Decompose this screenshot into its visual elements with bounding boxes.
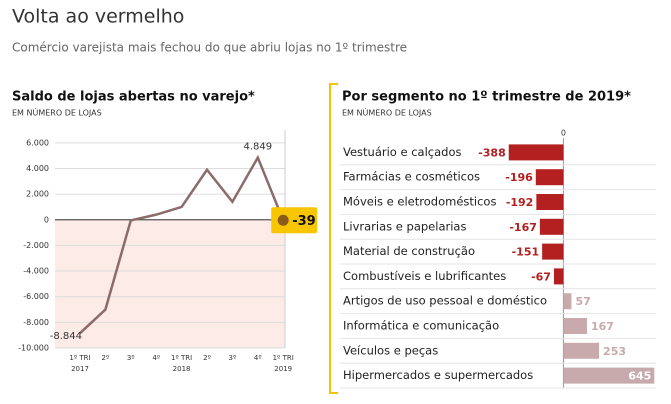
category-label: Veículos e peças bbox=[343, 343, 438, 357]
line-title: Saldo de lojas abertas no varejo* bbox=[12, 90, 255, 105]
bar bbox=[542, 243, 564, 260]
x-tick-label: 3º bbox=[127, 354, 135, 362]
bar-title: Por segmento no 1º trimestre de 2019* bbox=[342, 90, 631, 105]
category-label: Hipermercados e supermercados bbox=[343, 368, 533, 382]
value-label: 57 bbox=[575, 295, 590, 308]
y-tick-label: -8.000 bbox=[23, 318, 49, 327]
x-tick-label: 1º TRI 2019 bbox=[273, 354, 294, 373]
category-label: Farmácias e cosméticos bbox=[343, 170, 480, 184]
bar bbox=[508, 144, 564, 161]
y-tick-label: -6.000 bbox=[23, 292, 49, 301]
series-line bbox=[79, 154, 285, 335]
value-label: -388 bbox=[478, 146, 506, 159]
page-title: Volta ao vermelho bbox=[12, 6, 184, 28]
category-label: Móveis e eletrodomésticos bbox=[343, 195, 496, 209]
bar bbox=[553, 268, 564, 285]
value-label: -8.844 bbox=[50, 331, 82, 342]
x-tick-label: 4º bbox=[254, 354, 262, 362]
highlight-point bbox=[277, 214, 289, 226]
value-label: 253 bbox=[603, 345, 626, 358]
x-tick-label: 4º bbox=[152, 354, 160, 362]
value-label: -196 bbox=[505, 171, 533, 184]
line-subtitle: EM NÚMERO DE LOJAS bbox=[12, 107, 102, 118]
category-label: Livrarias e papelarias bbox=[343, 219, 466, 233]
bar bbox=[563, 293, 572, 310]
bars bbox=[508, 144, 655, 384]
x-tick-label: 2º bbox=[102, 354, 110, 362]
value-label: 645 bbox=[628, 370, 651, 383]
value-label: -151 bbox=[512, 246, 540, 259]
y-tick-label: 4.000 bbox=[26, 164, 49, 173]
value-label: -167 bbox=[509, 221, 537, 234]
bar bbox=[539, 218, 564, 235]
y-tick-label: -4.000 bbox=[23, 267, 49, 276]
page-subtitle: Comércio varejista mais fechou do que ab… bbox=[12, 41, 407, 55]
y-tick-label: -2.000 bbox=[23, 241, 49, 250]
value-label: 4.849 bbox=[243, 142, 272, 153]
bar bbox=[563, 367, 655, 384]
value-label: -67 bbox=[531, 270, 551, 283]
bar bbox=[536, 194, 564, 210]
x-tick-label: 0 bbox=[561, 129, 566, 138]
category-label: Combustíveis e lubrificantes bbox=[343, 269, 506, 283]
value-label: 167 bbox=[591, 320, 614, 333]
category-label: Artigos de uso pessoal e doméstico bbox=[343, 294, 547, 308]
value-label: -192 bbox=[506, 196, 534, 209]
x-tick-label: 2º bbox=[203, 354, 211, 362]
bar bbox=[535, 169, 564, 186]
negative-area bbox=[55, 219, 285, 348]
highlight-box bbox=[271, 207, 318, 234]
x-tick-label: 1º TRI 2018 bbox=[171, 354, 192, 373]
y-tick-label: 0 bbox=[44, 215, 49, 224]
x-tick-label: 3º bbox=[229, 354, 237, 362]
category-label: Vestuário e calçados bbox=[343, 145, 462, 159]
y-tick-label: 2.000 bbox=[26, 190, 49, 199]
category-label: Material de construção bbox=[343, 244, 475, 258]
category-label: Informática e comunicação bbox=[343, 319, 499, 333]
value-label: -39 bbox=[292, 214, 316, 229]
bar-subtitle: EM NÚMERO DE LOJAS bbox=[342, 107, 432, 118]
bar bbox=[563, 342, 600, 359]
y-tick-label: -10.000 bbox=[18, 344, 49, 353]
divider bbox=[329, 83, 338, 394]
bar bbox=[563, 318, 587, 334]
y-tick-label: 6.000 bbox=[26, 138, 49, 147]
x-tick-label: 1º TRI 2017 bbox=[69, 354, 90, 373]
